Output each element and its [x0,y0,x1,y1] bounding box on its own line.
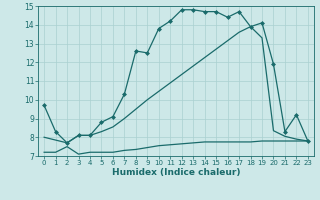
X-axis label: Humidex (Indice chaleur): Humidex (Indice chaleur) [112,168,240,177]
